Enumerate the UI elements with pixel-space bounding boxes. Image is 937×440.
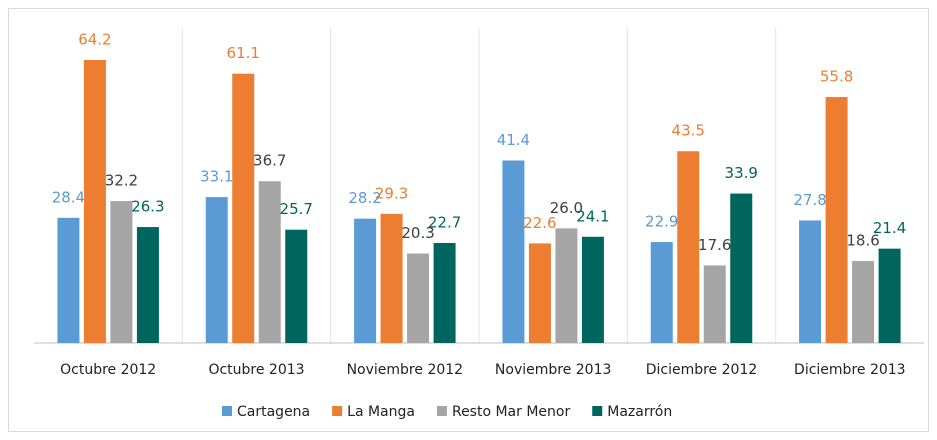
- data-label: 28.2: [348, 189, 381, 207]
- data-label: 33.1: [200, 168, 233, 186]
- data-label: 64.2: [78, 31, 111, 49]
- bar: [502, 160, 525, 343]
- data-label: 61.1: [227, 44, 260, 62]
- data-label: 32.2: [105, 172, 138, 190]
- bar: [581, 236, 604, 343]
- legend-swatch: [592, 406, 603, 416]
- data-label: 36.7: [253, 152, 286, 170]
- data-label: 21.4: [873, 219, 906, 237]
- data-label: 22.7: [428, 213, 461, 231]
- bar: [258, 181, 281, 343]
- legend-label: Resto Mar Menor: [452, 404, 571, 420]
- data-label: 24.1: [576, 207, 609, 225]
- bar: [677, 151, 700, 343]
- bar: [878, 248, 901, 343]
- data-label: 18.6: [846, 232, 879, 250]
- x-tick-label: Octubre 2013: [208, 362, 304, 378]
- bar: [433, 242, 456, 343]
- bar: [852, 261, 875, 343]
- legend-label: Cartagena: [237, 404, 310, 420]
- bar: [57, 217, 80, 343]
- x-tick-label: Diciembre 2012: [646, 362, 758, 378]
- data-label: 43.5: [672, 122, 705, 140]
- data-label: 17.6: [698, 236, 731, 254]
- bar: [285, 229, 308, 343]
- data-label: 33.9: [725, 164, 758, 182]
- x-tick-label: Diciembre 2013: [794, 362, 906, 378]
- bar: [110, 201, 133, 343]
- bar: [799, 220, 822, 343]
- legend-swatch: [332, 406, 343, 416]
- data-label: 22.6: [523, 214, 556, 232]
- bar: [703, 265, 726, 343]
- bar: [407, 253, 430, 343]
- data-label: 28.4: [52, 188, 85, 206]
- bar: [825, 97, 848, 343]
- legend-swatch: [436, 406, 447, 416]
- legend-swatch: [222, 406, 232, 416]
- bar: [83, 60, 106, 343]
- bar: [205, 197, 228, 343]
- bar: [528, 243, 551, 343]
- bar: [354, 218, 377, 343]
- data-label: 26.0: [550, 199, 583, 217]
- data-label: 55.8: [820, 68, 853, 86]
- bar: [380, 213, 403, 343]
- data-label: 26.3: [131, 198, 164, 216]
- bar: [730, 193, 753, 343]
- data-label: 29.3: [375, 184, 408, 202]
- x-tick-label: Noviembre 2012: [347, 362, 464, 378]
- bar: [555, 228, 578, 343]
- bar: [136, 227, 159, 343]
- data-label: 27.8: [793, 191, 826, 209]
- legend-label: Mazarrón: [607, 404, 672, 420]
- bar: [650, 242, 673, 343]
- bar: [232, 73, 255, 344]
- data-label: 20.3: [401, 224, 434, 242]
- data-label: 25.7: [280, 200, 313, 218]
- x-tick-label: Octubre 2012: [60, 362, 156, 378]
- x-tick-label: Noviembre 2013: [495, 362, 612, 378]
- legend-label: La Manga: [347, 404, 415, 420]
- data-label: 22.9: [645, 213, 678, 231]
- data-label: 41.4: [497, 131, 530, 149]
